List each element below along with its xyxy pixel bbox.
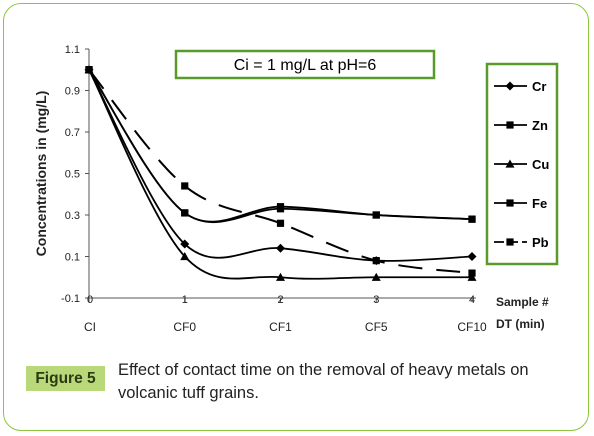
legend-label: Cu <box>532 157 549 172</box>
x-category-label: CF10 <box>457 320 487 334</box>
y-tick-label: -0.1 <box>61 293 80 305</box>
series-cr <box>84 65 477 266</box>
data-point-pb <box>372 257 380 265</box>
data-point-pb <box>181 182 189 190</box>
data-point-cu <box>180 252 190 261</box>
series-layer <box>84 65 477 281</box>
legend-marker <box>505 81 515 91</box>
series-zn <box>85 66 476 224</box>
chart-axes: -0.1 0.1 0.3 0.5 0.7 0.9 1.1 0 CI 1 CF0 2 CF1 3 CF5 4 CF… <box>33 44 549 334</box>
y-tick-label: 0.7 <box>65 127 80 139</box>
data-point-pb <box>85 66 93 74</box>
legend-entry-pb: Pb <box>494 235 549 250</box>
series-fe <box>85 66 476 223</box>
x-category-label: CF1 <box>269 320 292 334</box>
legend-marker <box>505 159 515 168</box>
legend-label: Pb <box>532 235 549 250</box>
x-axis-label-2: DT (min) <box>496 317 545 331</box>
y-tick-label: 1.1 <box>65 44 80 56</box>
data-point-fe <box>181 209 189 217</box>
x-tick-label: 4 <box>469 294 475 306</box>
legend-entry-cu: Cu <box>494 157 549 172</box>
data-point-cu <box>371 272 381 281</box>
legend-marker <box>506 238 514 246</box>
data-point-pb <box>468 269 476 277</box>
data-point-cr <box>180 239 190 249</box>
x-category-label: CF0 <box>173 320 196 334</box>
data-point-fe <box>372 211 380 219</box>
x-axis-label: Sample # <box>496 295 549 309</box>
y-tick-label: 0.3 <box>65 210 80 222</box>
y-tick-label: 0.1 <box>65 252 80 264</box>
legend-entry-zn: Zn <box>494 118 548 133</box>
annotation-box: Ci = 1 mg/L at pH=6 <box>174 49 436 80</box>
legend-label: Zn <box>532 118 548 133</box>
y-tick-label: 0.9 <box>65 86 80 98</box>
data-point-cr <box>276 243 285 253</box>
legend-label: Cr <box>532 79 546 94</box>
x-category-label: CF5 <box>365 320 388 334</box>
annotation-frame <box>174 49 436 80</box>
series-line-cu <box>88 69 472 280</box>
data-point-fe <box>276 203 285 211</box>
legend-entry-fe: Fe <box>494 196 547 211</box>
series-line-fe <box>88 69 473 223</box>
data-point-cr <box>467 252 477 261</box>
figure-label: Figure 5 <box>26 366 105 391</box>
x-tick-label: 2 <box>277 294 283 306</box>
x-tick-label: 0 <box>87 294 93 306</box>
legend-marker <box>506 199 514 207</box>
legend-marker <box>506 121 514 129</box>
figure-frame <box>3 3 589 431</box>
data-point-cu <box>276 272 285 281</box>
x-category-label: CI <box>84 320 96 334</box>
x-tick-label: 1 <box>182 294 188 306</box>
data-point-cu <box>467 272 477 281</box>
legend-entry-cr: Cr <box>494 79 546 94</box>
chart-legend: Cr Zn Cu Fe Pb <box>485 62 559 266</box>
y-axis-label: Concentrations in (mg/L) <box>33 91 49 257</box>
figure-caption: Effect of contact time on the removal of… <box>118 361 529 402</box>
series-pb <box>85 66 476 277</box>
line-chart: -0.1 0.1 0.3 0.5 0.7 0.9 1.1 0 CI 1 CF0 2 CF1 3 CF5 4 CF… <box>33 44 559 334</box>
series-line-cr <box>88 69 473 262</box>
data-point-fe <box>468 215 476 223</box>
x-tick-label: 3 <box>373 294 379 306</box>
legend-label: Fe <box>532 196 547 211</box>
series-cu <box>84 65 477 281</box>
y-tick-label: 0.5 <box>65 169 80 181</box>
data-point-pb <box>276 219 285 227</box>
annotation-text: Ci = 1 mg/L at pH=6 <box>234 57 377 74</box>
series-line-pb <box>88 69 473 275</box>
